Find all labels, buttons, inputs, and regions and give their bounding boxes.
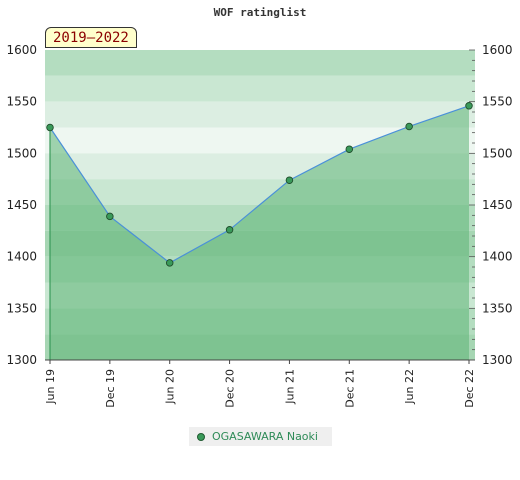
y-tick-label-left: 1500	[6, 146, 37, 160]
x-ticks: Jun 19 Dec 19 Jun 20 Dec 20 Jun 21 Dec 21 Jun …	[44, 360, 476, 408]
x-tick-label: Dec 22	[463, 369, 476, 408]
x-tick-label: Jun 19	[44, 369, 57, 405]
legend-marker-icon	[197, 432, 205, 441]
data-point	[46, 123, 54, 132]
grid-band	[45, 75, 475, 102]
x-tick-label: Jun 20	[164, 369, 177, 405]
legend: OGASAWARA Naoki	[189, 427, 332, 446]
data-point	[106, 212, 114, 221]
chart-title: WOF ratinglist	[213, 6, 307, 19]
data-point	[465, 102, 473, 110]
y-tick-label-right: 1400	[482, 250, 513, 264]
y-tick-label-left: 1600	[6, 43, 37, 57]
data-point	[285, 176, 294, 184]
period-badge: 2019–2022	[45, 27, 137, 48]
y-tick-label-left: 1550	[6, 95, 37, 109]
y-tick-label-right: 1300	[482, 353, 513, 367]
y-tick-label-left: 1300	[6, 353, 37, 367]
data-point	[165, 259, 174, 267]
y-tick-label-left: 1450	[6, 198, 37, 212]
y-tick-label-right: 1450	[482, 198, 513, 212]
grid-band	[45, 101, 475, 128]
y-tick-label-right: 1350	[482, 301, 513, 315]
data-point	[405, 122, 413, 131]
grid-band	[45, 50, 475, 76]
y-ticks-left: 1300 1350 1400 1450 1500 1550 1600	[6, 43, 37, 367]
data-point	[225, 226, 234, 234]
legend-series-label: OGASAWARA Naoki	[212, 430, 318, 443]
series-area	[50, 105, 469, 360]
data-point	[345, 145, 354, 153]
x-tick-label: Dec 19	[104, 369, 117, 408]
series-line	[49, 105, 470, 264]
x-tick-label: Jun 21	[283, 369, 296, 405]
x-tick-label: Dec 20	[224, 369, 237, 408]
x-tick-label: Dec 21	[343, 369, 356, 408]
y-tick-label-right: 1600	[482, 43, 513, 57]
y-tick-label-left: 1400	[6, 250, 37, 264]
y-tick-label-right: 1550	[482, 95, 513, 109]
area-layer	[49, 105, 470, 360]
y-ticks-right: 1300 1350 1400 1450 1500 1550 1600	[469, 43, 513, 367]
y-tick-label-right: 1500	[482, 146, 513, 160]
y-tick-label-left: 1350	[6, 301, 37, 315]
x-tick-label: Jun 22	[403, 369, 416, 405]
data-points	[46, 102, 473, 267]
